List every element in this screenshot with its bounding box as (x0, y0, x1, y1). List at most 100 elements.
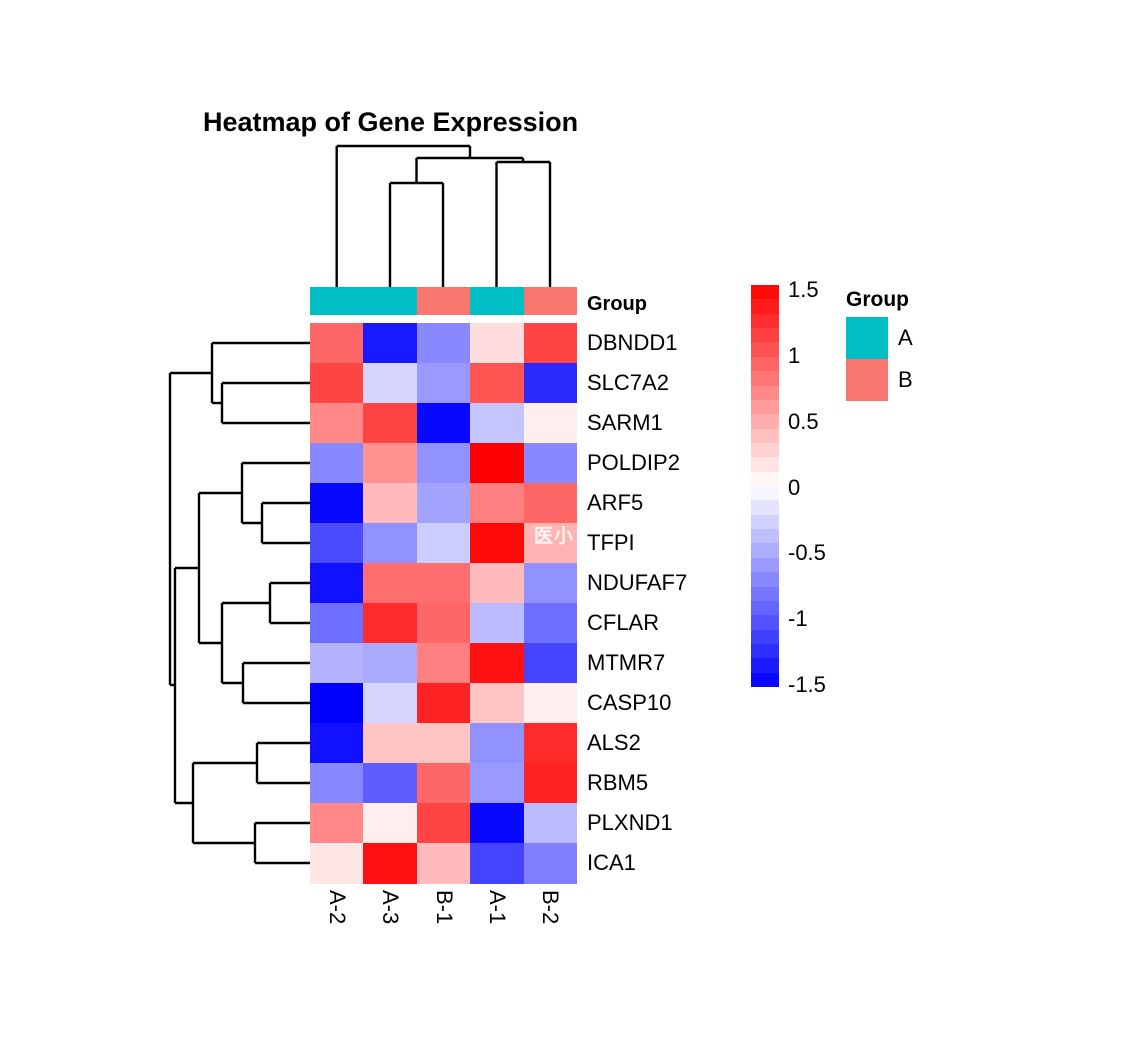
legend-item-label: A (898, 325, 913, 350)
heatmap-cell (363, 723, 418, 764)
heatmap-cell (363, 643, 418, 684)
heatmap-cell (416, 523, 471, 564)
heatmap-cell (416, 563, 471, 604)
legend-item-label: B (898, 367, 913, 392)
row-label: DBNDD1 (587, 330, 678, 355)
heatmap-cell (523, 603, 578, 644)
heatmap-cell (363, 523, 418, 564)
heatmap-cell (310, 803, 364, 844)
heatmap-cell (523, 803, 578, 844)
colorbar-step (751, 500, 779, 516)
heatmap-cell (416, 683, 471, 724)
heatmap-cell (416, 723, 471, 764)
colorbar-tick-label: -1.5 (788, 672, 826, 697)
heatmap-cell (470, 483, 525, 524)
heatmap-cell (416, 323, 471, 364)
heatmap-cell (470, 683, 525, 724)
colorbar-step (751, 414, 779, 430)
row-label: SARM1 (587, 410, 663, 435)
heatmap-cell (416, 443, 471, 484)
heatmap-cell (310, 403, 364, 444)
colorbar-step (751, 385, 779, 401)
heatmap-cell (470, 323, 525, 364)
colorbar-step (751, 399, 779, 415)
heatmap-cell (470, 603, 525, 644)
row-label: TFPI (587, 530, 635, 555)
colorbar-step (751, 672, 779, 688)
colorbar-step (751, 572, 779, 587)
heatmap-cell (310, 483, 364, 524)
row-label: CFLAR (587, 610, 660, 635)
heatmap-cell (416, 403, 471, 444)
heatmap-cell (523, 723, 578, 764)
annotation-cell-B (416, 287, 471, 315)
row-label: ARF5 (587, 490, 644, 515)
chart-title: Heatmap of Gene Expression (203, 107, 579, 137)
heatmap-cell (363, 403, 418, 444)
row-label: MTMR7 (587, 650, 666, 675)
heatmap-cell (523, 683, 578, 724)
annotation-cell-A (470, 287, 525, 315)
heatmap-cell (523, 483, 578, 524)
heatmap-cell (416, 803, 471, 844)
heatmap-cell (470, 843, 525, 884)
colorbar-step (751, 557, 779, 573)
heatmap-cell (523, 763, 578, 804)
colorbar-step (751, 600, 779, 616)
row-label: ALS2 (587, 730, 641, 755)
colorbar-step (751, 543, 779, 559)
column-label: A-2 (324, 890, 350, 925)
heatmap-cell (363, 803, 418, 844)
colorbar-step (751, 658, 779, 674)
heatmap-cell (523, 843, 578, 884)
colorbar-step (751, 442, 779, 458)
heatmap-cell (310, 603, 364, 644)
heatmap-cell (363, 683, 418, 724)
heatmap-cell (310, 363, 364, 404)
column-label: A-3 (378, 890, 404, 925)
colorbar-step (751, 313, 779, 329)
heatmap-cell (523, 643, 578, 684)
heatmap-cell (523, 523, 578, 564)
heatmap-cell (470, 803, 525, 844)
heatmap-cell (470, 363, 525, 404)
row-label: ICA1 (587, 850, 636, 875)
row-label: POLDIP2 (587, 450, 680, 475)
heatmap-cell (470, 723, 525, 764)
colorbar-step (751, 342, 779, 358)
heatmap-cell (523, 403, 578, 444)
heatmap-cell (470, 643, 525, 684)
heatmap-cell (470, 443, 525, 484)
colorbar-step (751, 371, 779, 386)
heatmap-cell (523, 563, 578, 604)
heatmap-cell (310, 563, 364, 604)
annotation-cell-B (523, 287, 578, 315)
heatmap-cell (470, 763, 525, 804)
heatmap-cell (310, 723, 364, 764)
heatmap-cell (310, 443, 364, 484)
heatmap-cell (363, 563, 418, 604)
heatmap-cell (363, 363, 418, 404)
colorbar-step (751, 586, 779, 602)
colorbar-tick-label: -1 (788, 606, 808, 632)
colorbar-step (751, 457, 779, 473)
colorbar-step (751, 615, 779, 631)
column-label: A-1 (484, 890, 510, 925)
heatmap-cell (310, 643, 364, 684)
annotation-track-label: Group (587, 293, 647, 315)
heatmap-cell (470, 523, 525, 564)
heatmap-cell (363, 763, 418, 804)
legend-swatch-B (846, 359, 888, 401)
colorbar-step (751, 285, 779, 300)
column-label: B-1 (431, 890, 457, 925)
row-label: NDUFAF7 (587, 570, 688, 595)
colorbar-step (751, 643, 779, 659)
column-label: B-2 (538, 890, 564, 925)
heatmap-cell (310, 323, 364, 364)
heatmap-cell (470, 403, 525, 444)
heatmap-cell (416, 363, 471, 404)
heatmap-cell (523, 323, 578, 364)
watermark: 医小 (534, 526, 575, 547)
